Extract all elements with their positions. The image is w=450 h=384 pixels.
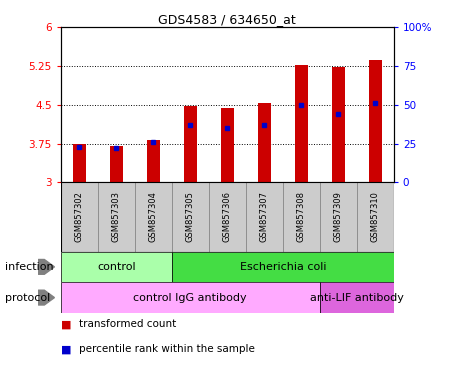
Bar [135,182,172,252]
Text: GSM857305: GSM857305 [186,192,195,242]
Bar [258,103,271,182]
Text: infection: infection [4,262,53,272]
Text: GSM857307: GSM857307 [260,192,269,242]
Text: Escherichia coli: Escherichia coli [239,262,326,272]
Bar [110,146,123,182]
Bar [61,182,98,252]
Bar [61,252,172,282]
Bar [332,67,345,182]
Text: anti-LIF antibody: anti-LIF antibody [310,293,404,303]
Text: ■: ■ [61,344,71,354]
Text: transformed count: transformed count [79,319,176,329]
Text: control: control [97,262,135,272]
FancyArrow shape [38,290,54,305]
Text: GSM857304: GSM857304 [149,192,158,242]
Bar [98,182,135,252]
Bar [147,141,160,182]
Bar [320,282,394,313]
Bar [369,60,382,182]
Text: GSM857306: GSM857306 [223,192,232,242]
Bar [61,282,320,313]
Text: percentile rank within the sample: percentile rank within the sample [79,344,255,354]
Text: GSM857310: GSM857310 [371,192,380,242]
Text: ■: ■ [61,319,71,329]
Bar [73,144,86,182]
Bar [172,182,209,252]
Text: GSM857309: GSM857309 [334,192,343,242]
Text: control IgG antibody: control IgG antibody [134,293,247,303]
Bar [172,252,394,282]
Title: GDS4583 / 634650_at: GDS4583 / 634650_at [158,13,296,26]
Bar [320,182,357,252]
Text: GSM857302: GSM857302 [75,192,84,242]
Bar [209,182,246,252]
Bar [295,65,308,182]
FancyArrow shape [38,260,54,274]
Text: GSM857308: GSM857308 [297,192,306,242]
Text: protocol: protocol [4,293,50,303]
Bar [357,182,394,252]
Bar [221,108,234,182]
Bar [246,182,283,252]
Text: GSM857303: GSM857303 [112,192,121,242]
Bar [184,106,197,182]
Bar [283,182,320,252]
